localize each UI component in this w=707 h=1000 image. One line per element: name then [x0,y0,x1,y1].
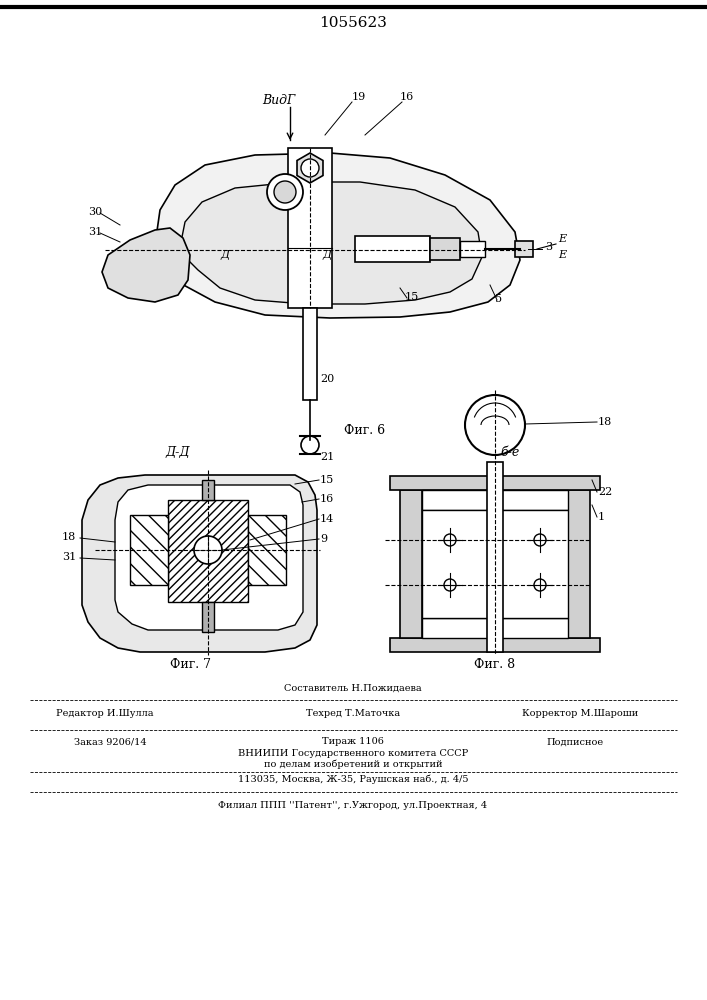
Circle shape [301,159,319,177]
Text: E: E [558,250,566,260]
Text: 18: 18 [598,417,612,427]
Bar [202,480,214,500]
Polygon shape [155,153,520,318]
Circle shape [301,436,319,454]
Text: Тираж 1106: Тираж 1106 [322,738,384,746]
Circle shape [274,181,296,203]
Text: Техред Т.Маточка: Техред Т.Маточка [306,708,400,718]
Bar [460,241,485,257]
Text: Д: Д [322,250,331,260]
Text: Фиг. 8: Фиг. 8 [474,658,515,672]
Text: 15: 15 [405,292,419,302]
Bar [568,490,590,638]
Bar [303,308,317,400]
Text: 15: 15 [320,475,334,485]
Text: Д: Д [220,250,229,260]
Bar [202,602,214,632]
Bar [430,238,460,260]
Text: Филиал ППП ''Патент'', г.Ужгород, ул.Проектная, 4: Филиал ППП ''Патент'', г.Ужгород, ул.Про… [218,800,488,810]
Text: 31: 31 [88,227,103,237]
Text: 3: 3 [545,242,552,252]
Circle shape [534,579,546,591]
Text: 9: 9 [320,534,327,544]
Circle shape [444,579,456,591]
Text: Подписное: Подписное [547,738,604,746]
Text: 18: 18 [62,532,76,542]
Bar [355,236,430,262]
Circle shape [267,174,303,210]
Bar [390,476,600,490]
Bar [288,148,332,308]
Bar [248,515,286,585]
Text: по делам изобретений и открытий: по делам изобретений и открытий [264,759,443,769]
Bar [400,490,422,638]
Text: Редактор И.Шулла: Редактор И.Шулла [57,708,153,718]
Bar [422,490,568,510]
Bar [168,500,248,602]
Text: 22: 22 [598,487,612,497]
Text: 21: 21 [320,452,334,462]
Text: Фиг. 7: Фиг. 7 [170,658,211,672]
Bar [130,515,168,585]
Text: Корректор М.Шароши: Корректор М.Шароши [522,708,638,718]
Text: 30: 30 [88,207,103,217]
Text: Д-Д: Д-Д [165,446,190,458]
Text: 113035, Москва, Ж-35, Раушская наб., д. 4/5: 113035, Москва, Ж-35, Раушская наб., д. … [238,774,468,784]
Text: 16: 16 [320,494,334,504]
Bar [390,638,600,652]
Circle shape [534,534,546,546]
Polygon shape [102,228,190,302]
Circle shape [444,534,456,546]
Polygon shape [297,153,323,183]
Text: Фиг. 6: Фиг. 6 [344,424,385,436]
Text: 1: 1 [598,512,605,522]
Bar [487,462,503,652]
Text: 1055623: 1055623 [319,16,387,30]
Text: 19: 19 [352,92,366,102]
Text: 20: 20 [320,374,334,384]
Bar [515,241,533,257]
Text: Заказ 9206/14: Заказ 9206/14 [74,738,146,746]
Text: 16: 16 [400,92,414,102]
Text: E: E [558,234,566,244]
Text: 31: 31 [62,552,76,562]
Text: 14: 14 [320,514,334,524]
Text: ВидГ: ВидГ [262,94,296,106]
Bar [422,510,568,618]
Text: б-е: б-е [501,446,520,458]
Polygon shape [115,485,303,630]
Text: Составитель Н.Пожидаева: Составитель Н.Пожидаева [284,684,422,692]
Polygon shape [82,475,317,652]
Bar [422,618,568,638]
Circle shape [465,395,525,455]
Text: 5: 5 [495,294,502,304]
Polygon shape [180,182,482,304]
Circle shape [194,536,222,564]
Text: ВНИИПИ Государственного комитета СССР: ВНИИПИ Государственного комитета СССР [238,750,468,758]
